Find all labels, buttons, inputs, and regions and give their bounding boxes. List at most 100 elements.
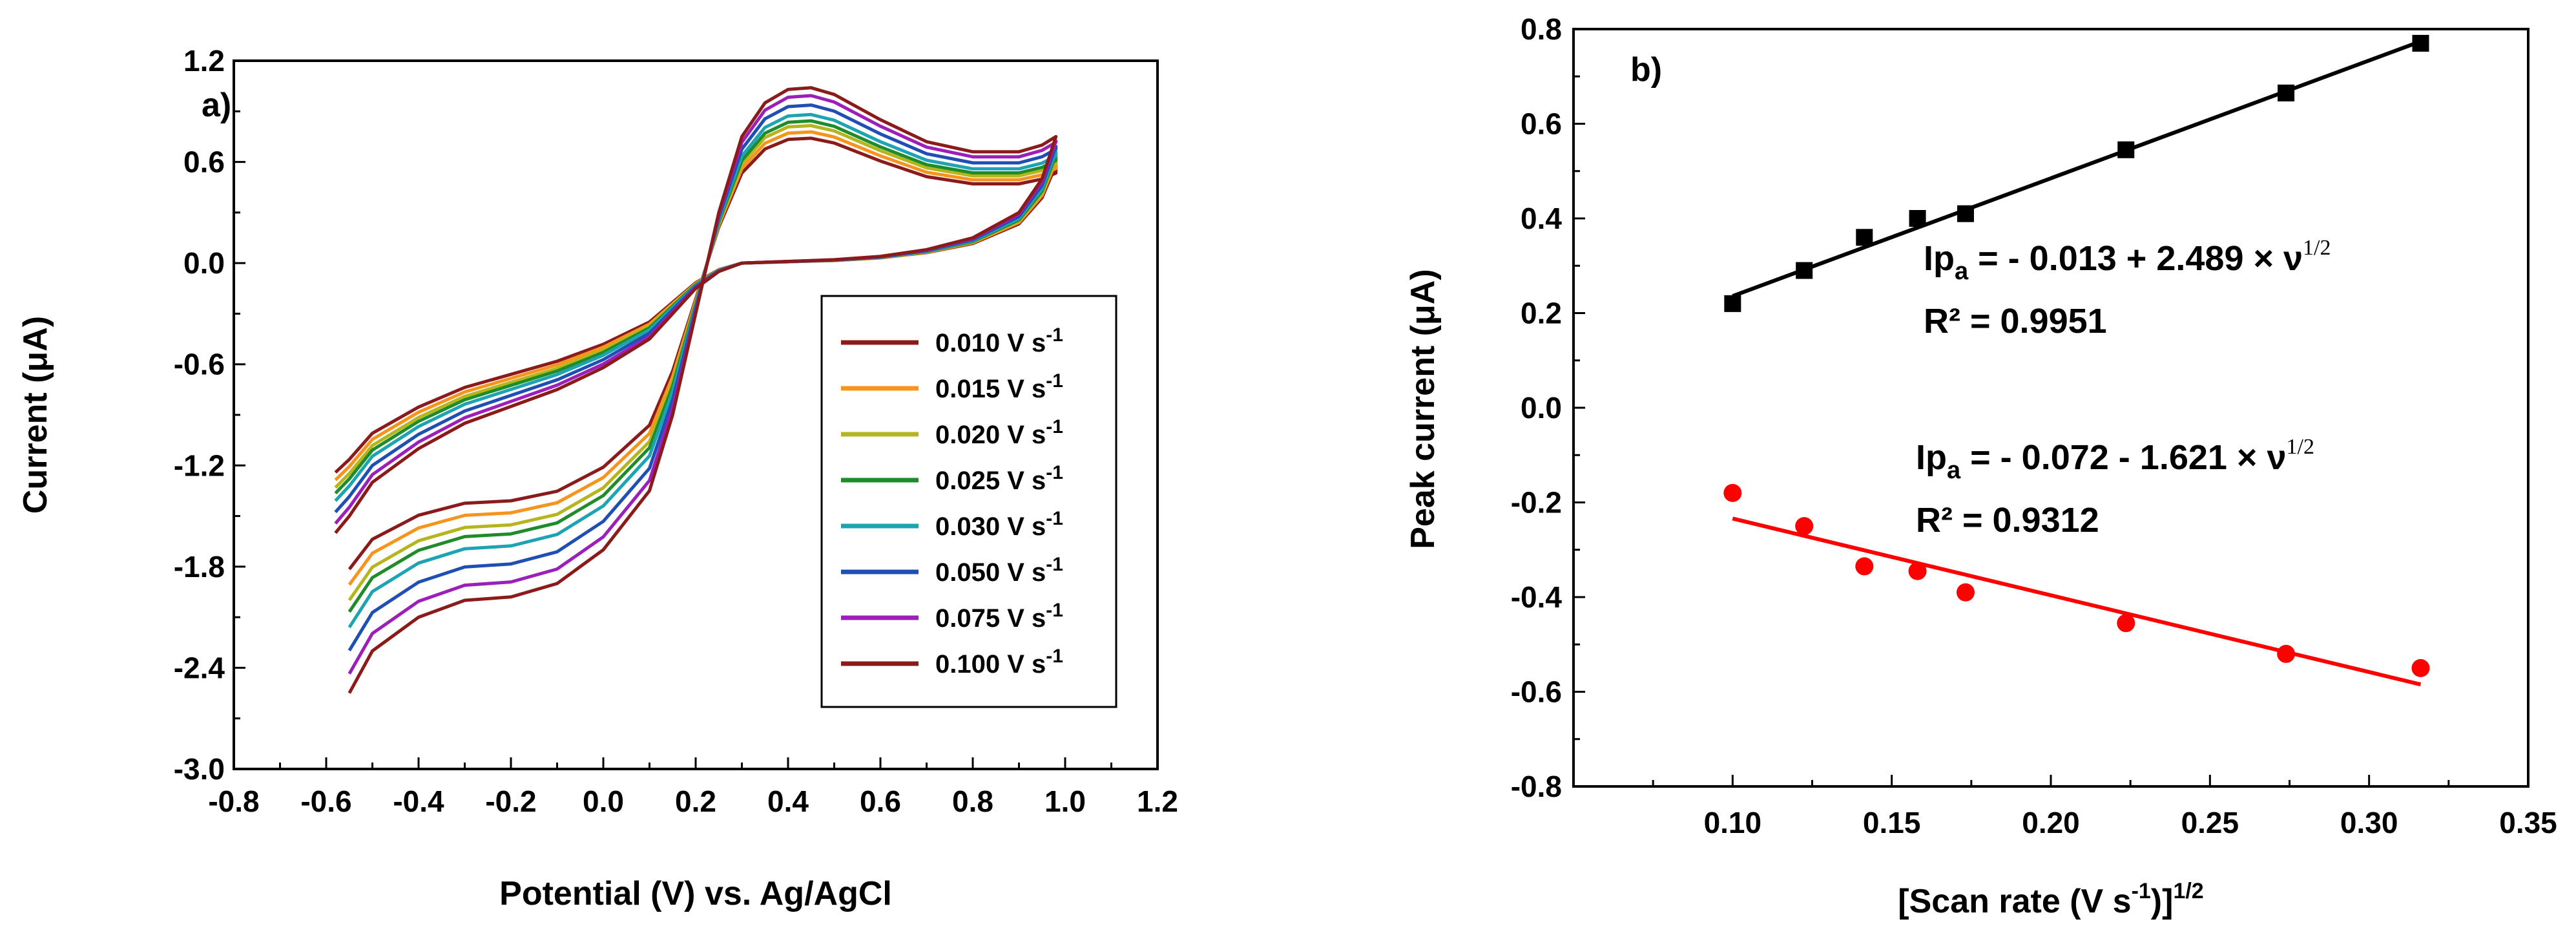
data-point-anodic [1909, 210, 1926, 227]
y-tick-label-b: -0.4 [1511, 580, 1563, 614]
legend-label: 0.030 V s-1 [935, 508, 1063, 541]
y-tick-label-b: 0.6 [1521, 107, 1562, 141]
x-tick-label-b: 0.30 [2340, 806, 2398, 839]
data-point-cathodic [1723, 483, 1742, 502]
y-tick-label-a: 0.6 [183, 145, 225, 179]
panel-label-b: b) [1630, 51, 1662, 89]
legend-label: 0.020 V s-1 [935, 416, 1063, 449]
x-tick-label-a: 1.0 [1044, 784, 1086, 818]
x-tick-label-a: 0.0 [583, 784, 624, 818]
y-tick-label-a: -0.6 [174, 348, 225, 381]
eq2-ip: Ip [1916, 438, 1947, 477]
data-point-cathodic [2277, 644, 2296, 663]
eq1-body: = - 0.013 + 2.489 × ν [1968, 239, 2303, 278]
fit-line-cathodic [1732, 516, 2422, 687]
panel-a: -0.8 -0.6 -0.4 -0.2 0.0 0.2 0.4 0.6 0.8 1.0 1.2 1.… [17, 44, 1178, 912]
y-ticks-b: 0.8 0.6 0.4 0.2 0.0 -0.2 -0.4 -0.6 -0.8 [1511, 12, 1585, 803]
x-tick-label-a: 1.2 [1137, 784, 1178, 818]
x-tick-label-b: 0.15 [1863, 806, 1921, 839]
data-point-cathodic [1855, 557, 1874, 576]
legend-box [820, 295, 1117, 708]
y-tick-label-a: -2.4 [174, 651, 225, 684]
eq2-body: = - 0.072 - 1.621 × ν [1960, 438, 2286, 477]
legend: 0.010 V s-1 0.015 V s-1 0.020 V s-1 0.025 V… [820, 295, 1117, 708]
plot-frame-b [1572, 28, 2529, 788]
cv-curve-series-6 [334, 94, 1058, 675]
x-axis-label-a: Potential (V) vs. Ag/AgCl [499, 875, 892, 912]
data-points [1723, 34, 2430, 677]
y-tick-label-b: 0.8 [1521, 12, 1562, 46]
x-tick-label-b: 0.25 [2181, 806, 2239, 839]
x-tick-label-a: 0.6 [860, 784, 901, 818]
data-point-cathodic [1795, 517, 1814, 536]
x-label-part2: )] [2151, 883, 2174, 920]
fit-lines [1732, 39, 2422, 687]
x-ticks-b: 0.10 0.15 0.20 0.25 0.30 0.35 [1652, 775, 2557, 839]
legend-label: 0.010 V s-1 [935, 324, 1063, 357]
data-point-cathodic [1908, 562, 1927, 580]
x-label-sup1: -1 [2132, 879, 2151, 903]
legend-label: 0.050 V s-1 [935, 554, 1063, 587]
y-tick-label-b: 0.0 [1521, 391, 1562, 425]
data-point-anodic [1796, 262, 1813, 279]
eq1-ip: Ip [1924, 239, 1955, 278]
equation-cathodic: Ipa = - 0.072 - 1.621 × ν1/2 [1916, 435, 2314, 484]
legend-label: 0.100 V s-1 [935, 646, 1063, 679]
x-ticks-a: -0.8 -0.6 -0.4 -0.2 0.0 0.2 0.4 0.6 0.8 1.0 1.2 [208, 757, 1178, 818]
x-tick-label-a: -0.2 [485, 784, 536, 818]
equation-anodic: Ipa = - 0.013 + 2.489 × ν1/2 [1924, 236, 2331, 285]
x-tick-label-a: -0.6 [300, 784, 351, 818]
legend-label: 0.075 V s-1 [935, 600, 1063, 633]
y-tick-label-a: 1.2 [183, 44, 225, 78]
y-tick-label-a: -1.2 [174, 448, 225, 482]
cv-curve-series-2 [334, 123, 1058, 602]
x-axis-label-b: [Scan rate (V s-1)]1/2 [1898, 879, 2203, 920]
cv-curve-series-4 [334, 112, 1058, 629]
cv-curve-series-7 [334, 86, 1058, 694]
data-point-anodic [1957, 205, 1974, 222]
x-tick-label-b: 0.10 [1704, 806, 1762, 839]
y-tick-label-b: 0.2 [1521, 297, 1562, 330]
y-tick-label-b: -0.8 [1511, 770, 1562, 803]
legend-label: 0.015 V s-1 [935, 370, 1063, 403]
fit-line-anodic [1732, 39, 2422, 299]
eq2-sub: a [1947, 457, 1961, 484]
x-tick-label-a: 0.4 [767, 784, 809, 818]
y-axis-label-b: Peak current (μA) [1404, 269, 1442, 549]
eq1-sup: 1/2 [2303, 236, 2331, 260]
y-tick-label-b: -0.6 [1511, 675, 1562, 709]
x-tick-label-a: 0.8 [952, 784, 993, 818]
cv-curve-series-3 [334, 119, 1058, 613]
data-point-anodic [2117, 141, 2135, 158]
data-point-cathodic [2117, 614, 2135, 633]
y-tick-label-a: -3.0 [174, 752, 225, 786]
x-tick-label-b: 0.20 [2022, 806, 2080, 839]
panel-b: 0.10 0.15 0.20 0.25 0.30 0.35 0.8 0.6 0.4 0.2 0.0… [1404, 12, 2557, 920]
y-ticks-a: 1.2 0.6 0.0 -0.6 -1.2 -1.8 -2.4 -3.0 [174, 44, 245, 786]
eq2-sup: 1/2 [2287, 435, 2314, 459]
panel-label-a: a) [202, 87, 231, 124]
data-point-anodic [1856, 229, 1873, 246]
data-point-cathodic [1956, 583, 1975, 602]
eq1-sub: a [1955, 258, 1969, 285]
data-point-anodic [1724, 295, 1741, 312]
data-point-cathodic [2411, 658, 2430, 677]
cv-curve-series-1 [334, 130, 1058, 586]
data-point-anodic [2412, 34, 2429, 52]
x-tick-label-a: -0.8 [208, 784, 259, 818]
cv-curves [334, 86, 1058, 694]
cv-curve-series-0 [334, 136, 1058, 571]
y-tick-label-a: 0.0 [183, 246, 225, 280]
r2-cathodic: R² = 0.9312 [1916, 501, 2099, 540]
y-axis-label-a: Current (μA) [17, 316, 54, 514]
x-tick-label-a: 0.2 [675, 784, 716, 818]
x-tick-label-a: -0.4 [393, 784, 444, 818]
y-tick-label-b: 0.4 [1521, 202, 1562, 235]
data-point-anodic [2278, 84, 2295, 101]
x-label-part1: [Scan rate (V s [1898, 883, 2131, 920]
y-tick-label-b: -0.2 [1511, 486, 1562, 520]
legend-label: 0.025 V s-1 [935, 462, 1063, 495]
r2-anodic: R² = 0.9951 [1924, 302, 2107, 341]
x-tick-label-b: 0.35 [2499, 806, 2557, 839]
